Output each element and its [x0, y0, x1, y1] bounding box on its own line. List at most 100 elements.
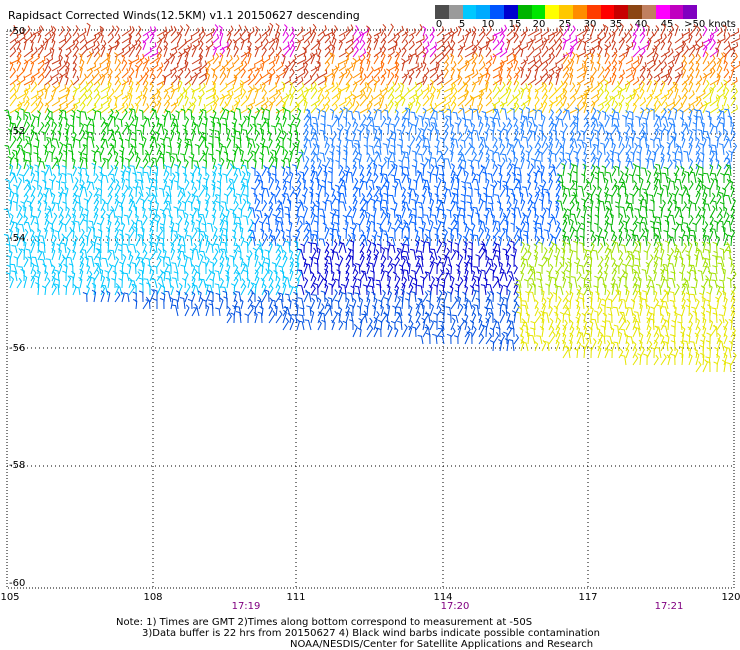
wind-barb — [697, 129, 704, 142]
wind-barb — [324, 52, 333, 65]
wind-barb — [212, 87, 217, 100]
wind-barb — [667, 25, 675, 37]
wind-barb — [597, 82, 604, 93]
wind-barb — [91, 240, 96, 254]
wind-barb — [606, 222, 613, 233]
wind-barb — [730, 214, 735, 226]
wind-barb — [685, 304, 691, 317]
wind-barb — [688, 165, 694, 177]
wind-barb — [697, 270, 704, 282]
wind-barb — [149, 107, 156, 121]
wind-barb — [520, 220, 526, 233]
wind-barb — [702, 260, 709, 275]
wind-barb — [100, 215, 105, 226]
wind-barb — [343, 145, 348, 156]
wind-barb — [646, 104, 657, 114]
wind-barb — [226, 305, 231, 317]
wind-barb — [401, 69, 410, 79]
wind-barb — [646, 37, 652, 51]
wind-barb — [590, 172, 595, 184]
wind-barb — [695, 33, 703, 44]
wind-barb — [394, 109, 399, 121]
wind-barb — [140, 261, 145, 275]
wind-barb — [72, 25, 79, 37]
wind-barb — [387, 23, 394, 37]
wind-barb — [510, 222, 515, 233]
wind-barb — [621, 263, 627, 275]
wind-barb — [327, 262, 333, 275]
wind-barb — [649, 220, 655, 233]
wind-barb — [9, 67, 17, 79]
wind-barb — [133, 226, 138, 240]
wind-barb — [373, 62, 383, 72]
wind-barb — [730, 104, 738, 114]
wind-barb — [543, 229, 550, 240]
wind-barb — [250, 187, 256, 198]
wind-barb — [275, 37, 280, 51]
wind-barb — [219, 59, 229, 72]
wind-barb — [177, 79, 183, 93]
wind-barb — [716, 115, 722, 128]
wind-barb — [587, 192, 593, 205]
wind-barb — [590, 229, 595, 240]
wind-barb — [576, 311, 581, 324]
wind-barb — [595, 234, 600, 247]
wind-barb — [184, 141, 189, 156]
wind-barb — [625, 347, 630, 359]
wind-barb — [415, 255, 420, 268]
wind-barb — [338, 62, 346, 72]
wind-barb — [86, 22, 91, 37]
wind-barb — [287, 298, 292, 310]
wind-barb — [681, 136, 686, 149]
wind-barb — [198, 253, 204, 268]
wind-barb — [641, 132, 648, 142]
wind-barb — [101, 284, 109, 296]
wind-barb — [497, 235, 502, 247]
wind-barb — [226, 84, 235, 93]
wind-barb — [128, 103, 135, 114]
wind-barb — [106, 290, 111, 303]
wind-barb — [408, 121, 413, 135]
wind-barb — [457, 164, 463, 177]
wind-barb — [422, 74, 428, 86]
wind-barb — [101, 138, 109, 149]
wind-barb — [700, 285, 706, 296]
wind-barb — [457, 34, 465, 44]
wind-barb — [573, 348, 579, 359]
wind-barb — [408, 81, 418, 93]
wind-barb — [625, 156, 631, 170]
wind-barb — [513, 58, 519, 72]
colorbar-segment — [683, 5, 698, 19]
wind-barb — [175, 130, 181, 142]
wind-barb — [212, 207, 217, 219]
wind-barb — [128, 44, 136, 58]
wind-barb — [590, 81, 600, 93]
wind-barb — [597, 256, 604, 268]
wind-barb — [296, 76, 304, 86]
wind-barb — [191, 263, 196, 275]
wind-barb — [310, 247, 317, 261]
wind-barb — [71, 136, 76, 149]
wind-barb — [142, 33, 150, 44]
wind-barb — [64, 75, 69, 86]
wind-barb — [555, 247, 561, 261]
wind-barb — [302, 95, 307, 107]
wind-barb — [557, 174, 564, 184]
wind-barb — [342, 292, 347, 303]
wind-barb — [662, 300, 669, 310]
wind-barb — [699, 159, 704, 170]
wind-barb — [146, 165, 152, 177]
wind-barb — [79, 268, 84, 282]
wind-barb — [118, 278, 123, 289]
wind-barb — [196, 199, 201, 212]
wind-barb — [233, 222, 238, 233]
wind-barb — [471, 26, 477, 37]
wind-barb — [44, 37, 49, 51]
wind-barb — [236, 137, 242, 149]
wind-barb — [41, 170, 46, 184]
wind-barb — [232, 235, 237, 247]
wind-barb — [79, 122, 84, 135]
wind-barb — [170, 83, 180, 93]
wind-barb — [7, 155, 12, 170]
wind-barb — [583, 325, 588, 338]
